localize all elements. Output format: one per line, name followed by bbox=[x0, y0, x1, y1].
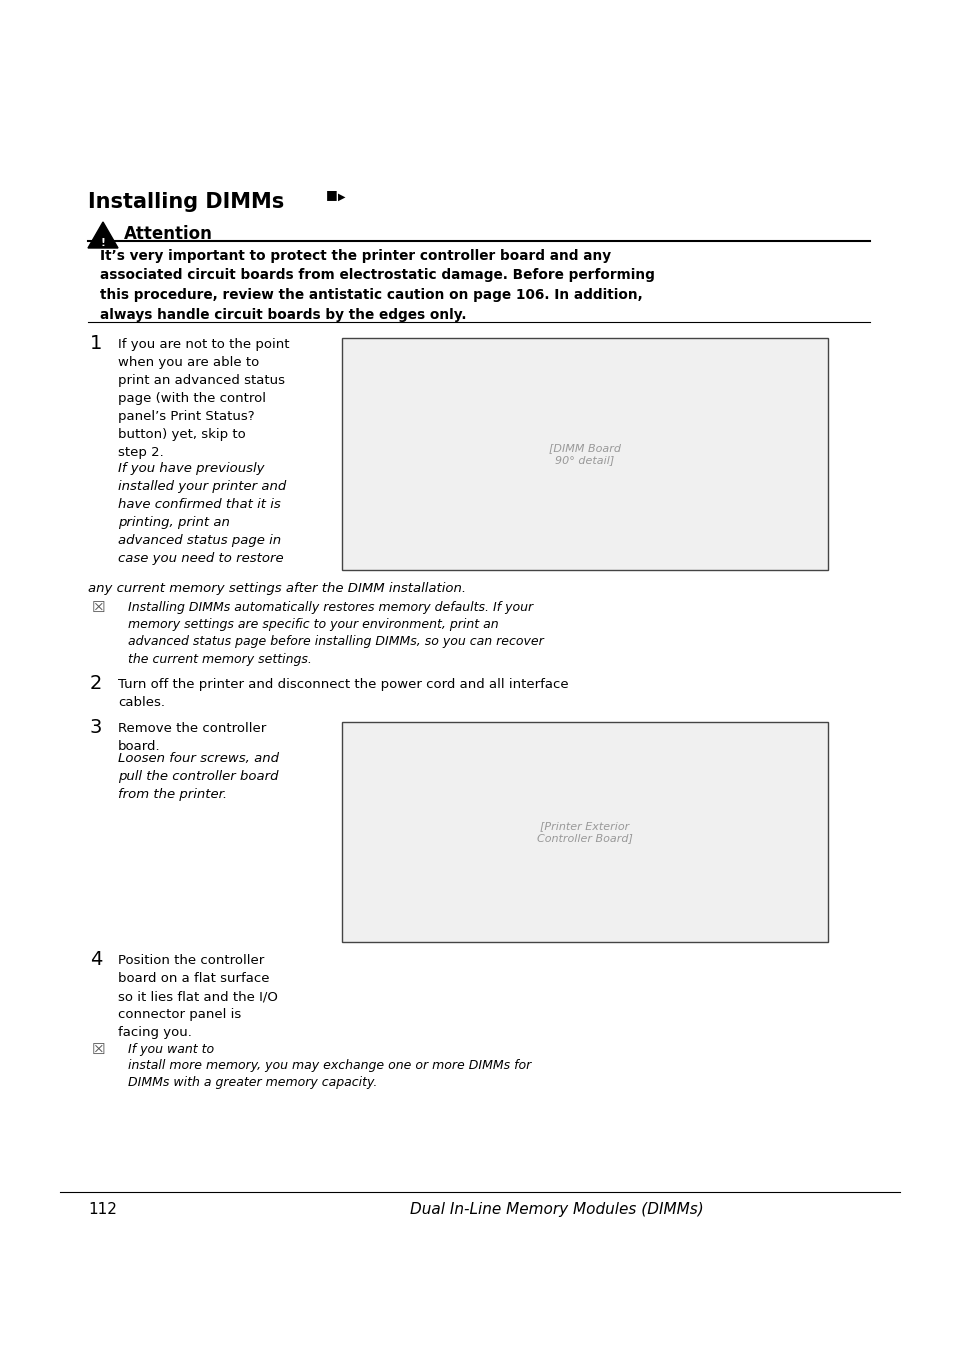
Text: Position the controller
board on a flat surface
so it lies flat and the I/O
conn: Position the controller board on a flat … bbox=[118, 954, 277, 1039]
Text: 2: 2 bbox=[90, 674, 102, 693]
Text: 3: 3 bbox=[90, 717, 102, 738]
Text: any current memory settings after the DIMM installation.: any current memory settings after the DI… bbox=[88, 582, 466, 594]
Text: 4: 4 bbox=[90, 950, 102, 969]
Text: ☒: ☒ bbox=[91, 1042, 106, 1056]
Text: ■: ■ bbox=[326, 188, 337, 201]
Text: Dual In-Line Memory Modules (DIMMs): Dual In-Line Memory Modules (DIMMs) bbox=[410, 1202, 703, 1217]
Text: Remove the controller
board.: Remove the controller board. bbox=[118, 721, 266, 753]
Text: [Printer Exterior
Controller Board]: [Printer Exterior Controller Board] bbox=[537, 821, 632, 843]
Text: Installing DIMMs automatically restores memory defaults. If your
   memory setti: Installing DIMMs automatically restores … bbox=[116, 601, 543, 666]
Text: If you want to: If you want to bbox=[116, 1043, 213, 1056]
Text: Turn off the printer and disconnect the power cord and all interface
cables.: Turn off the printer and disconnect the … bbox=[118, 678, 568, 709]
Text: Attention: Attention bbox=[124, 226, 213, 243]
FancyBboxPatch shape bbox=[341, 338, 827, 570]
Text: [DIMM Board
90° detail]: [DIMM Board 90° detail] bbox=[548, 443, 620, 465]
Text: If you are not to the point
when you are able to
print an advanced status
page (: If you are not to the point when you are… bbox=[118, 338, 289, 459]
Text: !: ! bbox=[100, 238, 106, 249]
FancyBboxPatch shape bbox=[341, 721, 827, 942]
Text: If you have previously
installed your printer and
have confirmed that it is
prin: If you have previously installed your pr… bbox=[118, 462, 286, 565]
Text: Loosen four screws, and
pull the controller board
from the printer.: Loosen four screws, and pull the control… bbox=[118, 753, 278, 801]
Text: install more memory, you may exchange one or more DIMMs for
   DIMMs with a grea: install more memory, you may exchange on… bbox=[116, 1059, 531, 1089]
Text: 1: 1 bbox=[90, 334, 102, 353]
Text: ☒: ☒ bbox=[91, 600, 106, 615]
Text: Installing DIMMs: Installing DIMMs bbox=[88, 192, 284, 212]
Polygon shape bbox=[88, 222, 118, 249]
Text: 112: 112 bbox=[88, 1202, 117, 1217]
Text: It’s very important to protect the printer controller board and any
associated c: It’s very important to protect the print… bbox=[100, 249, 654, 322]
Text: ▶: ▶ bbox=[337, 192, 345, 203]
